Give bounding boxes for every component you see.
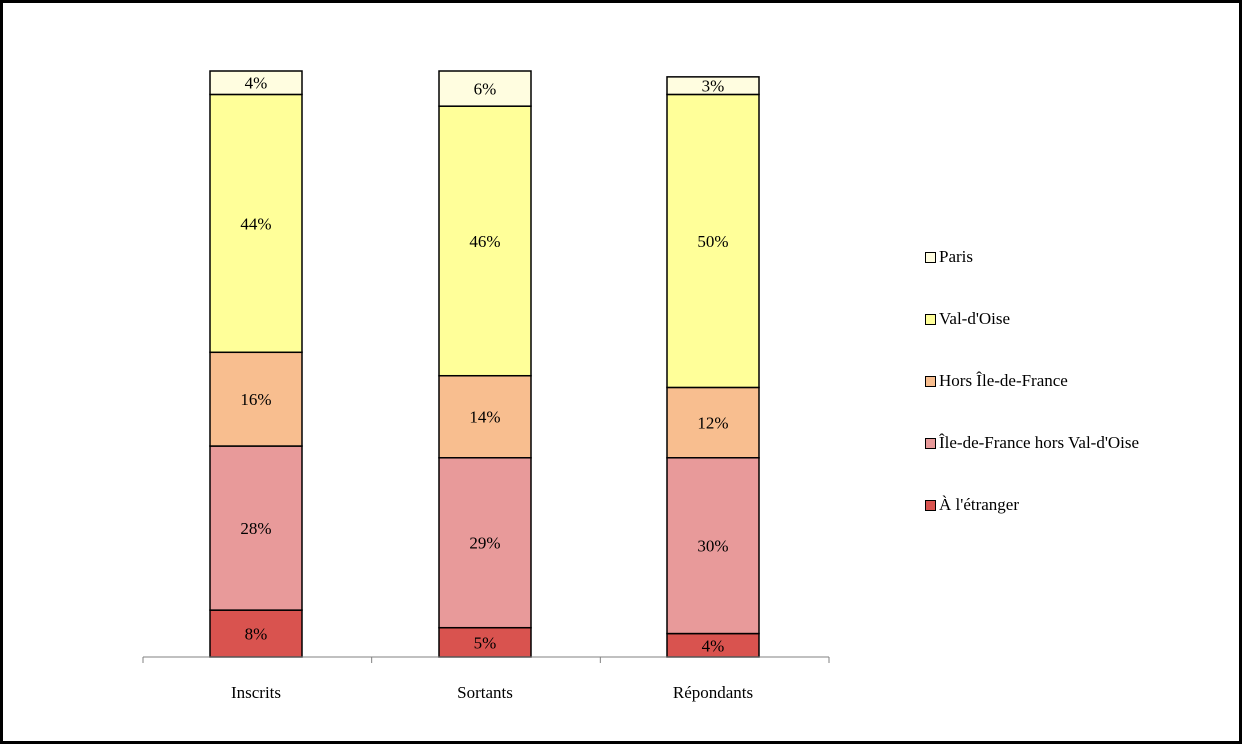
legend-swatch [925, 499, 936, 511]
legend-item-ile-de-france-hors-val-d-oise: Île-de-France hors Val-d'Oise [925, 432, 1139, 454]
data-label-inscrits-ile-de-france-hors-val-d-oise: 28% [240, 519, 271, 538]
data-label-sortants-val-d-oise: 46% [469, 232, 500, 251]
legend-label: Val-d'Oise [939, 309, 1011, 328]
legend-label: Île-de-France hors Val-d'Oise [939, 433, 1140, 452]
bar-segment-sortants-paris [438, 70, 532, 107]
legend-item-val-d-oise: Val-d'Oise [925, 308, 1139, 330]
legend-label: Hors Île-de-France [939, 371, 1068, 390]
legend-swatch [925, 375, 936, 387]
category-label-repondants: Répondants [673, 683, 753, 702]
legend-swatch [925, 437, 936, 449]
data-label-sortants-ile-de-france-hors-val-d-oise: 29% [469, 534, 500, 553]
bar-segment-repondants-val-d-oise [666, 93, 760, 389]
bar-segment-sortants-ile-de-france-hors-val-d-oise [438, 457, 532, 629]
legend-item-a-l-etranger: À l'étranger [925, 494, 1139, 516]
data-label-inscrits-hors-ile-de-france: 16% [240, 390, 271, 409]
data-label-sortants-a-l-etranger: 5% [474, 633, 497, 652]
data-label-sortants-hors-ile-de-france: 14% [469, 408, 500, 427]
data-label-repondants-ile-de-france-hors-val-d-oise: 30% [697, 537, 728, 556]
bar-segment-inscrits-a-l-etranger [209, 609, 303, 658]
bar-segment-sortants-val-d-oise [438, 105, 532, 377]
data-label-sortants-paris: 6% [474, 80, 497, 99]
data-label-repondants-paris: 3% [702, 77, 725, 96]
bar-segment-repondants-paris [666, 76, 760, 96]
legend-item-hors-ile-de-france: Hors Île-de-France [925, 370, 1139, 392]
bar-segment-repondants-hors-ile-de-france [666, 386, 760, 459]
legend-label: Paris [939, 247, 973, 266]
legend-label: À l'étranger [939, 495, 1019, 514]
data-label-repondants-hors-ile-de-france: 12% [697, 414, 728, 433]
legend-swatch [925, 313, 936, 325]
data-label-repondants-a-l-etranger: 4% [702, 636, 725, 655]
legend-item-paris: Paris [925, 246, 1139, 268]
bar-segment-inscrits-paris [209, 70, 303, 96]
data-label-inscrits-a-l-etranger: 8% [245, 625, 268, 644]
category-label-sortants: Sortants [457, 683, 513, 702]
chart-legend: Paris Val-d'Oise Hors Île-de-France Île-de-… [925, 246, 1139, 556]
bar-segment-repondants-ile-de-france-hors-val-d-oise [666, 457, 760, 635]
bar-segment-inscrits-ile-de-france-hors-val-d-oise [209, 445, 303, 611]
data-label-inscrits-val-d-oise: 44% [240, 214, 271, 233]
data-label-inscrits-paris: 4% [245, 74, 268, 93]
category-label-inscrits: Inscrits [231, 683, 281, 702]
legend-swatch [925, 251, 936, 263]
data-label-repondants-val-d-oise: 50% [697, 232, 728, 251]
